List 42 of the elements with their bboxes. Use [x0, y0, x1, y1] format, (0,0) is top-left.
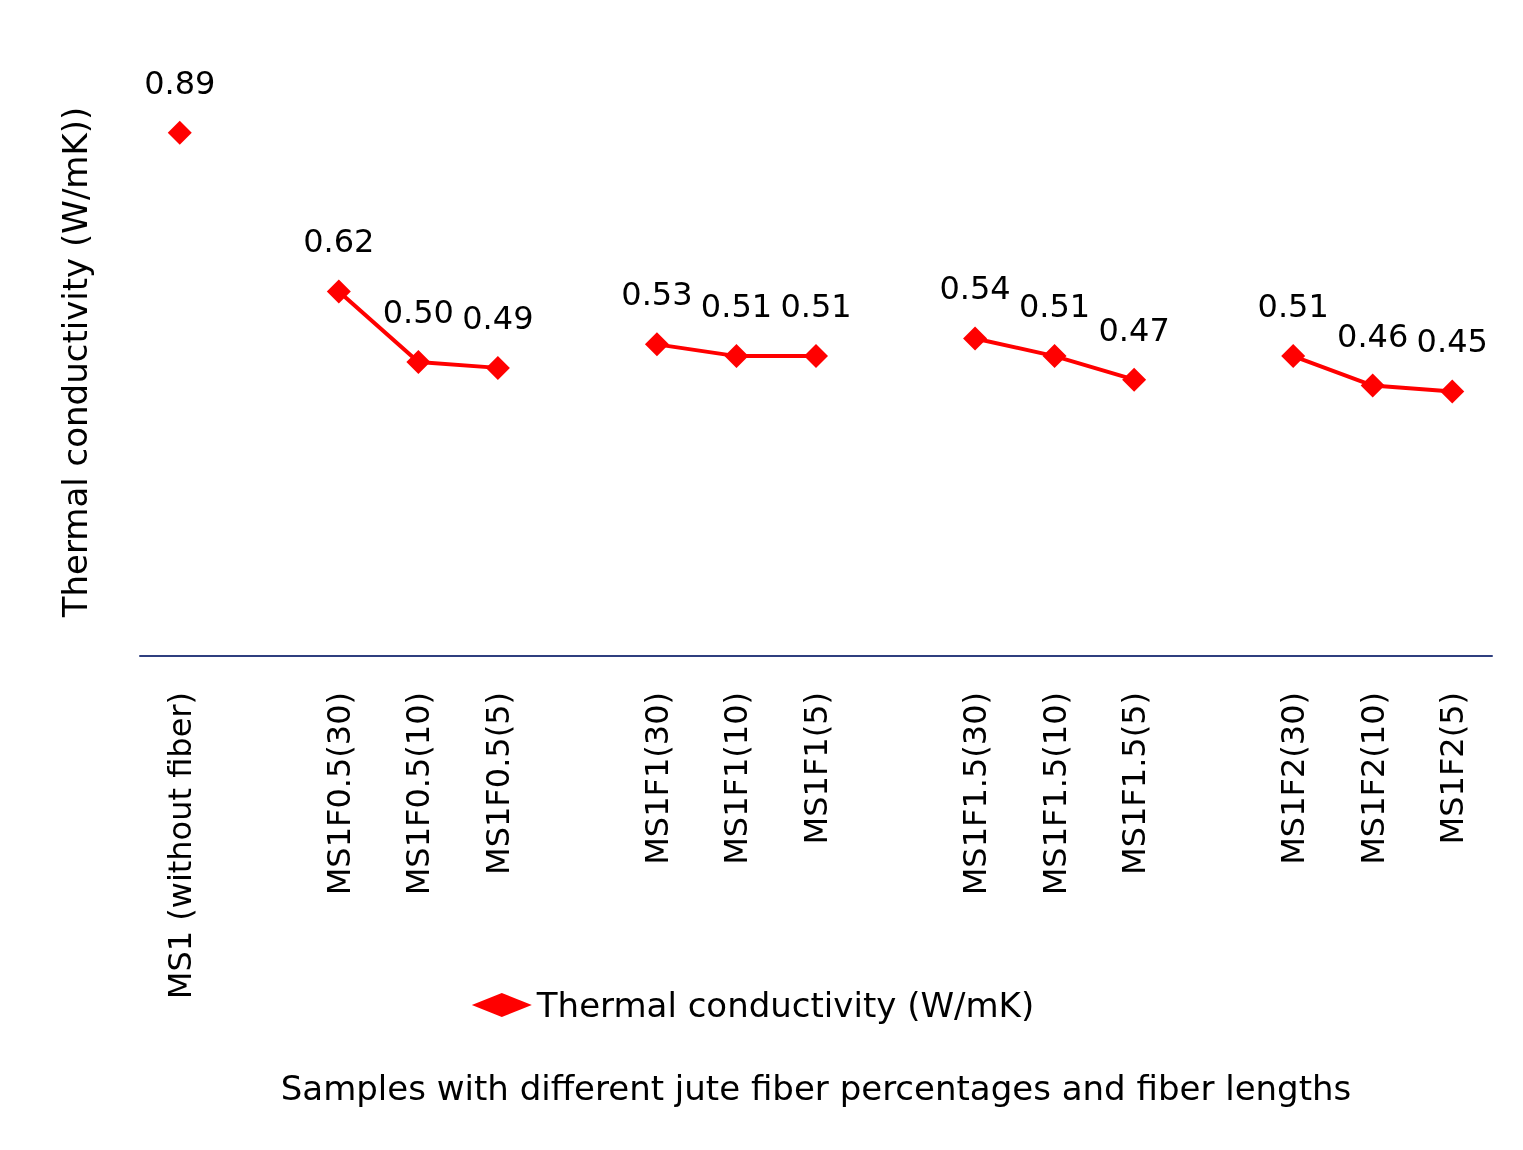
point	[485, 355, 510, 380]
data-label: 0.46	[1337, 316, 1409, 355]
point	[644, 332, 669, 357]
x-tick-label: MS1F1(5)	[797, 692, 835, 845]
data-label: 0.47	[1098, 310, 1170, 349]
x-tick-label: MS1F2(10)	[1353, 692, 1392, 865]
data-label: 0.53	[621, 275, 693, 314]
x-axis-title: Samples with different jute fiber percentages and fiber lengths	[280, 1068, 1352, 1108]
data-label: 0.51	[780, 287, 852, 326]
legend-label: Thermal conductivity (W/mK)	[535, 985, 1035, 1025]
point	[326, 279, 351, 304]
data-label: 0.49	[462, 298, 534, 337]
x-tick-label: MS1F1.5(30)	[956, 692, 995, 896]
data-label: 0.62	[303, 222, 375, 261]
data-label: 0.50	[382, 293, 454, 331]
data-label: 0.51	[1257, 287, 1329, 326]
data-label: 0.51	[1018, 287, 1091, 326]
x-tick-label: MS1F1(10)	[717, 692, 756, 865]
data-label: 0.51	[700, 287, 773, 326]
point	[963, 326, 988, 351]
x-tick-label: MS1F1(30)	[637, 692, 676, 865]
point	[167, 120, 192, 145]
data-label: 0.45	[1416, 322, 1488, 361]
x-tick-label: MS1F2(30)	[1274, 692, 1313, 865]
point	[406, 350, 431, 374]
point	[804, 344, 828, 369]
x-tick-label: MS1F1.5(10)	[1035, 692, 1074, 896]
point	[1360, 373, 1385, 398]
point	[1122, 367, 1147, 392]
y-axis-title: Thermal conductivity (W/mK))	[55, 106, 95, 619]
point	[1281, 344, 1306, 369]
data-label: 0.89	[144, 63, 216, 102]
point	[1042, 344, 1067, 369]
data-label: 0.54	[939, 269, 1011, 308]
point	[1440, 379, 1465, 404]
x-tick-label: MS1F0.5(30)	[319, 692, 358, 896]
x-tick-label: MS1 (without fiber)	[160, 692, 199, 1000]
x-tick-label: MS1F1.5(5)	[1115, 692, 1154, 875]
x-tick-label: MS1F2(5)	[1433, 692, 1472, 845]
x-tick-label: MS1F0.5(10)	[399, 692, 438, 896]
point	[724, 344, 749, 369]
x-tick-label: MS1F0.5(5)	[478, 692, 517, 875]
